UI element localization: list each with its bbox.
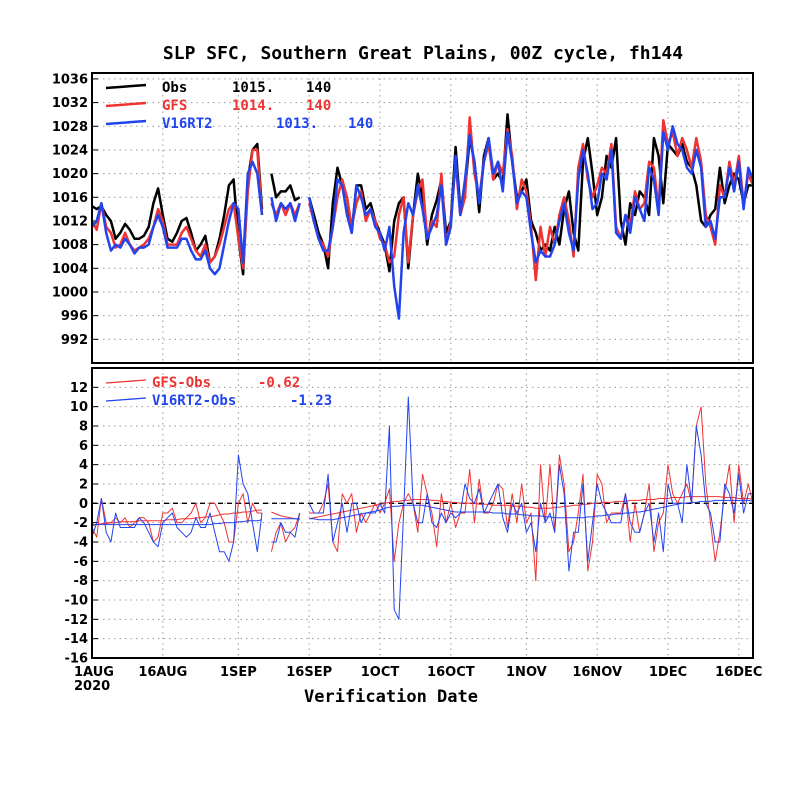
- y-tick-label: 4: [79, 458, 88, 473]
- y-tick-label: 1036: [52, 72, 88, 87]
- y-tick-label: -10: [65, 594, 89, 609]
- x-tick-labels: 1AUG 16AUG 1SEP 16SEP 1OCT 16OCT 1NOV 16NOV 1DEC…: [74, 665, 762, 680]
- x-tick-label: 1NOV: [506, 665, 547, 680]
- y-tick-label: 10: [70, 400, 88, 415]
- legend-label: GFS-Obs: [152, 375, 211, 391]
- error-legend: GFS-Obs -0.62 V16RT2-Obs -1.23: [105, 375, 332, 409]
- legend-swatch: [105, 83, 147, 90]
- y-tick-label: 1032: [52, 96, 88, 111]
- y-tick-label: 992: [61, 333, 88, 348]
- legend-label: V16RT2: [162, 116, 213, 132]
- slp-panel-frame: [91, 72, 754, 364]
- x-tick-label: 1DEC: [649, 665, 687, 680]
- error-series: [91, 396, 754, 620]
- y-tick-label: -14: [65, 632, 89, 647]
- x-tick-label: 16AUG: [138, 665, 187, 680]
- y-tick-label: -4: [74, 536, 88, 551]
- y-tick-label: -8: [74, 574, 88, 589]
- slp-series: [90, 113, 755, 320]
- legend-mean: -1.23: [290, 393, 332, 409]
- y-tick-label: 1012: [52, 214, 88, 229]
- chart-title: SLP SFC, Southern Great Plains, 00Z cycl…: [163, 43, 683, 64]
- y-tick-label: 6: [79, 439, 88, 454]
- y-tick-label: 1004: [52, 262, 88, 277]
- y-tick-label: 1020: [52, 167, 88, 182]
- y-tick-label: 0: [79, 497, 88, 512]
- x-tick-label: 16NOV: [572, 665, 622, 680]
- series-line-gfs: [91, 406, 754, 582]
- legend-count: 140: [348, 116, 373, 132]
- legend-swatch: [105, 397, 147, 402]
- series-line-v16: [91, 396, 753, 620]
- y-tick-label: 12: [70, 381, 88, 396]
- x-year-label: 2020: [74, 679, 110, 694]
- legend-label: Obs: [162, 80, 187, 96]
- legend-count: 140: [306, 98, 331, 114]
- legend-label: GFS: [162, 98, 187, 114]
- x-tick-label: 1OCT: [361, 665, 400, 680]
- x-tick-label: 1SEP: [220, 665, 257, 680]
- x-tick-label: 16SEP: [286, 665, 332, 680]
- legend-mean: 1015.: [232, 80, 274, 96]
- error-grid: [92, 368, 753, 659]
- y-tick-label: 1016: [52, 191, 88, 206]
- y-tick-label: 2: [79, 478, 88, 493]
- y-tick-label: 996: [61, 309, 88, 324]
- error-panel: -16 -14 -12 -10 -8 -6 -4 -2 0 2 4 6 8 10 12 GFS-Obs -0.…: [65, 367, 754, 667]
- y-tick-label: -12: [65, 613, 89, 628]
- legend-swatch: [105, 379, 147, 384]
- series-line-v16: [91, 125, 755, 320]
- legend-swatch: [105, 119, 147, 126]
- y-tick-label: -2: [74, 516, 88, 531]
- x-tick-label: 16DEC: [715, 665, 762, 680]
- slp-legend: Obs 1015. 140 GFS 1014. 140 V16RT2 1013. 140: [105, 80, 373, 132]
- legend-mean: -0.62: [258, 375, 300, 391]
- x-axis-label: Verification Date: [304, 687, 478, 707]
- y-tick-label: 1024: [52, 143, 88, 158]
- legend-mean: 1014.: [232, 98, 274, 114]
- error-panel-frame: [91, 367, 754, 659]
- y-tick-label: 8: [79, 420, 88, 435]
- y-tick-label: 1028: [52, 120, 88, 135]
- y-tick-label: 1000: [52, 285, 88, 300]
- y-tick-label: 1008: [52, 238, 88, 253]
- legend-label: V16RT2-Obs: [152, 393, 236, 409]
- y-tick-label: -6: [74, 555, 88, 570]
- legend-mean: 1013.: [276, 116, 318, 132]
- series-line-v16-mean: [92, 499, 754, 526]
- x-tick-label: 1AUG: [74, 665, 114, 680]
- y-tick-label: -16: [65, 652, 89, 667]
- legend-count: 140: [306, 80, 331, 96]
- x-tick-label: 16OCT: [427, 665, 475, 680]
- slp-grid: [92, 73, 753, 363]
- slp-panel: 992 996 1000 1004 1008 1012 1016 1020 1024 1028 10…: [52, 72, 755, 364]
- legend-swatch: [105, 101, 147, 108]
- error-y-ticks: -16 -14 -12 -10 -8 -6 -4 -2 0 2 4 6 8 10 12: [65, 381, 98, 667]
